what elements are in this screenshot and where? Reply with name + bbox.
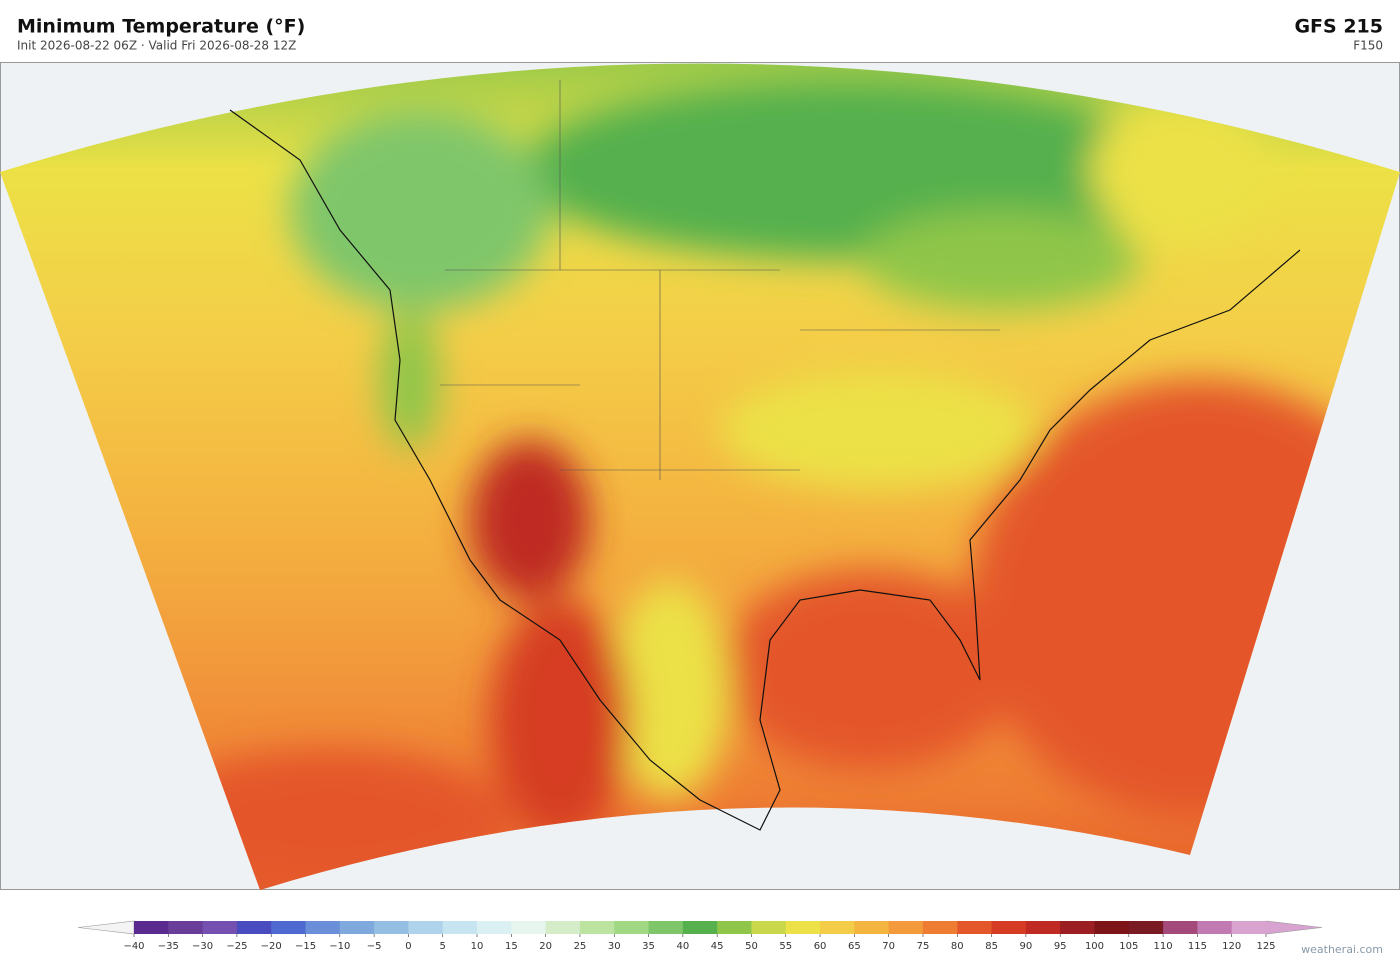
borders	[440, 80, 1000, 480]
colorbar-tick-label: 40	[676, 941, 689, 952]
model-label: GFS 215	[1294, 16, 1383, 38]
colorbar-segment	[134, 921, 169, 934]
colorbar-segment	[1094, 921, 1130, 934]
colorbar-tick-label: −5	[367, 941, 382, 952]
colorbar-segment	[1128, 921, 1164, 934]
colorbar-segment	[751, 921, 787, 934]
colorbar-tick-label: 95	[1054, 941, 1067, 952]
colorbar-tick-label: 60	[814, 941, 827, 952]
map-subtitle: Init 2026-08-22 06Z · Valid Fri 2026-08-…	[17, 39, 296, 53]
colorbar-tick-label: 75	[917, 941, 930, 952]
colorbar-tick-label: 105	[1119, 941, 1138, 952]
colorbar-segment	[1060, 921, 1095, 934]
colorbar-tick-label: 100	[1085, 941, 1104, 952]
colorbar-segment	[1231, 921, 1267, 934]
colorbar-tick-label: −35	[158, 941, 179, 952]
colorbar-segment	[511, 921, 547, 934]
colorbar-over	[1265, 920, 1323, 935]
colorbar-tick-label: 5	[440, 941, 446, 952]
colorbar-segment	[648, 921, 684, 934]
colorbar-segment	[374, 921, 409, 934]
colorbar-segment	[888, 921, 924, 934]
colorbar-segment	[614, 921, 650, 934]
colorbar-tick-label: 25	[574, 941, 587, 952]
colorbar-tick-label: 70	[882, 941, 895, 952]
watermark: weatherai.com	[1301, 943, 1383, 956]
colorbar-tick-label: −40	[123, 941, 144, 952]
colorbar-tick-label: 15	[505, 941, 518, 952]
colorbar-segment	[579, 921, 615, 934]
colorbar-tick-label: 30	[608, 941, 621, 952]
colorbar-segment	[202, 921, 238, 934]
colorbar-segment	[545, 921, 581, 934]
colorbar-tick-label: 80	[951, 941, 964, 952]
colorbar-tick-label: −25	[226, 941, 247, 952]
colorbar-segment	[820, 921, 855, 934]
colorbar-segment	[785, 921, 821, 934]
colorbar-tick-label: 45	[711, 941, 724, 952]
colorbar-tick-label: 0	[405, 941, 411, 952]
colorbar-tick-label: 125	[1256, 941, 1275, 952]
colorbar-tick-label: 90	[1020, 941, 1033, 952]
colorbar-segment	[408, 921, 444, 934]
colorbar-segment	[1025, 921, 1061, 934]
colorbar-tick-label: −10	[329, 941, 350, 952]
colorbar-tick-label: −15	[295, 941, 316, 952]
colorbar-tick-label: 115	[1188, 941, 1207, 952]
colorbar-segment	[922, 921, 958, 934]
colorbar-tick-label: 50	[745, 941, 758, 952]
colorbar-segment	[168, 921, 204, 934]
colorbar-segment	[442, 921, 478, 934]
colorbar-tick-label: 10	[471, 941, 484, 952]
colorbar-under	[77, 920, 135, 935]
colorbar-tick-label: 65	[848, 941, 861, 952]
colorbar: −40 −35 −30 −25 −20 −15 −10 −5 0 5 10 15 20 25 30 35 40 4…	[77, 920, 1323, 952]
colorbar-segment	[991, 921, 1027, 934]
forecast-hour: F150	[1353, 39, 1383, 53]
colorbar-tick-label: −30	[192, 941, 213, 952]
colorbar-segment	[957, 921, 993, 934]
colorbar-tick-label: 110	[1154, 941, 1173, 952]
colorbar-tick-label: 35	[642, 941, 655, 952]
colorbar-segment	[1163, 921, 1198, 934]
colorbar-segment	[682, 921, 718, 934]
colorbar-tick-label: 85	[985, 941, 998, 952]
coastline	[229, 109, 1301, 831]
colorbar-segment	[236, 921, 272, 934]
colorbar-segment	[1197, 921, 1233, 934]
colorbar-segment	[305, 921, 341, 934]
colorbar-tick-label: −20	[261, 941, 282, 952]
colorbar-segment	[477, 921, 512, 934]
colorbar-segment	[717, 921, 752, 934]
colorbar-segment	[339, 921, 375, 934]
colorbar-segment	[271, 921, 307, 934]
colorbar-tick-label: 20	[539, 941, 552, 952]
map-title: Minimum Temperature (°F)	[17, 16, 305, 38]
colorbar-tick-label: 120	[1222, 941, 1241, 952]
colorbar-segment	[854, 921, 890, 934]
colorbar-tick-label: 55	[779, 941, 792, 952]
